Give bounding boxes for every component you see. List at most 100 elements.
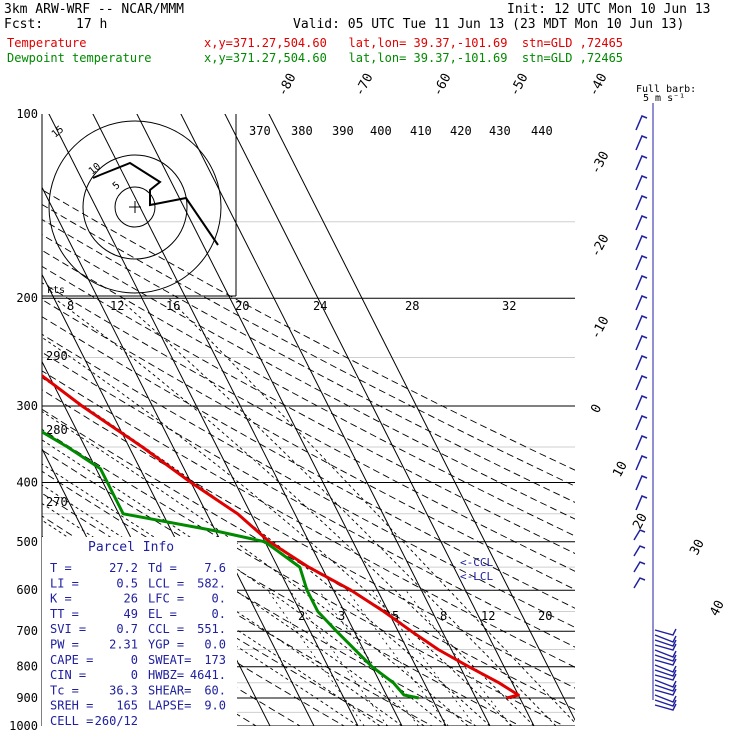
parcel-label: SREH =: [50, 699, 93, 713]
pressure-label-800: 800: [16, 660, 38, 674]
parcel-value: 0.7: [116, 622, 138, 636]
parcel-value: 0: [131, 653, 138, 667]
wind-barb: [654, 703, 677, 711]
pressure-label-300: 300: [16, 399, 38, 413]
theta-label-280: 280: [46, 423, 68, 437]
hodograph-scale-label-16: 16: [166, 299, 180, 313]
full-barb-label: Full barb:: [636, 84, 696, 95]
parcel-label: Tc =: [50, 683, 79, 697]
parcel-value: 0: [131, 668, 138, 682]
isotherm: [268, 114, 575, 722]
pressure-label-400: 400: [16, 475, 38, 489]
wind-barb: [654, 649, 677, 658]
isotherm-label--30: -30: [588, 149, 612, 177]
theta-label-420: 420: [450, 124, 472, 138]
pressure-label-1000: 1000: [9, 719, 38, 733]
valid-time: Valid: 05 UTC Tue 11 Jun 13 (23 MDT Mon …: [293, 17, 685, 32]
wind-barb: [635, 115, 648, 131]
hodograph-scale-label-24: 24: [313, 299, 327, 313]
parcel-label: SVI =: [50, 622, 86, 636]
isotherm-label--40: -40: [586, 71, 610, 99]
moist-adiabat: [42, 519, 359, 726]
mixing-ratio-label-8: 8: [440, 609, 447, 623]
model-title: 3km ARW-WRF -- NCAR/MMM: [4, 2, 185, 17]
parcel-label: PW =: [50, 638, 79, 652]
theta-label-400: 400: [370, 124, 392, 138]
isotherm-label-40: 40: [707, 598, 728, 619]
parcel-label: SHEAR=: [148, 683, 191, 697]
parcel-value: 49: [124, 607, 138, 621]
dry-adiabat: [42, 449, 522, 726]
theta-label-290: 290: [46, 349, 68, 363]
isotherm-label--70: -70: [352, 71, 376, 99]
pressure-label-900: 900: [16, 691, 38, 705]
parcel-label: EL =: [148, 607, 177, 621]
wind-barb: [633, 545, 646, 557]
wind-barb: [635, 135, 648, 151]
mixing-ratio-line: [372, 589, 476, 726]
wind-barb: [654, 699, 677, 707]
wind-barb: [635, 255, 648, 271]
wind-barb: [635, 495, 648, 511]
parcel-label: LCL =: [148, 576, 184, 590]
isotherm: [48, 114, 359, 726]
hodograph-scale-label-8: 8: [67, 299, 74, 313]
parcel-value: 173: [204, 653, 226, 667]
hodograph-scale-label-28: 28: [405, 299, 419, 313]
parcel-label: CAPE =: [50, 653, 93, 667]
parcel-value: 0.0: [204, 638, 226, 652]
wind-barb: [635, 275, 648, 291]
dry-adiabat: [42, 389, 575, 689]
moist-adiabat: [42, 336, 513, 726]
wind-barb: [654, 639, 677, 647]
isotherm-label-10: 10: [610, 459, 631, 480]
mixing-ratio-line: [289, 589, 388, 726]
wind-barb: [635, 415, 648, 431]
parcel-value: 60.: [204, 683, 226, 697]
wind-barb: [654, 669, 677, 677]
wind-barb: [635, 475, 648, 491]
pressure-label-100: 100: [16, 107, 38, 121]
moist-adiabat: [42, 463, 425, 726]
isotherm-label-0: 0: [588, 402, 605, 416]
moist-adiabat: [53, 297, 535, 726]
dewpoint-profile-line: [42, 430, 419, 700]
parcel-value: 0.: [212, 607, 226, 621]
wind-barb: [635, 335, 648, 351]
parcel-value: 165: [116, 699, 138, 713]
parcel-label: HWBZ=: [148, 668, 184, 682]
parcel-value: 2.31: [109, 638, 138, 652]
temperature-location: x,y=371.27,504.60 lat,lon= 39.37,-101.69…: [204, 36, 624, 50]
wind-barb: [635, 355, 648, 371]
theta-label-430: 430: [489, 124, 511, 138]
parcel-value: 0.: [212, 592, 226, 606]
parcel-label: CCL =: [148, 622, 184, 636]
parcel-value: 7.6: [204, 561, 226, 575]
parcel-label: TT =: [50, 607, 79, 621]
dry-adiabat: [42, 333, 575, 628]
parcel-value: 260/12: [95, 714, 138, 728]
wind-barbs: Full barb:5 m s⁻¹: [633, 84, 696, 711]
hodograph-ring-label: 15: [50, 124, 66, 140]
parcel-label: SWEAT=: [148, 653, 191, 667]
init-time: Init: 12 UTC Mon 10 Jun 13: [507, 2, 711, 17]
isotherm-label--60: -60: [430, 71, 454, 99]
parcel-label: K =: [50, 592, 72, 606]
parcel-value: 551.: [197, 622, 226, 636]
wind-barb: [654, 694, 677, 703]
ccl-label: <-CCL: [460, 556, 493, 569]
wind-barb: [635, 395, 648, 411]
hodograph-unit: kts: [47, 285, 65, 296]
wind-barb: [635, 215, 648, 231]
isotherm-label--10: -10: [588, 314, 612, 342]
dry-adiabat: [42, 249, 575, 537]
forecast-hours: 17 h: [76, 17, 108, 32]
parcel-value: 27.2: [109, 561, 138, 575]
parcel-label: Td =: [148, 561, 177, 575]
parcel-info-panel: Parcel Info T = 27.2 Td = 7.6 LI = 0.5 LCL = 582…: [42, 537, 237, 728]
parcel-value: 582.: [197, 576, 226, 590]
hodograph-trace: [92, 161, 219, 246]
wind-barb: [654, 673, 677, 681]
wind-barb: [635, 295, 648, 311]
